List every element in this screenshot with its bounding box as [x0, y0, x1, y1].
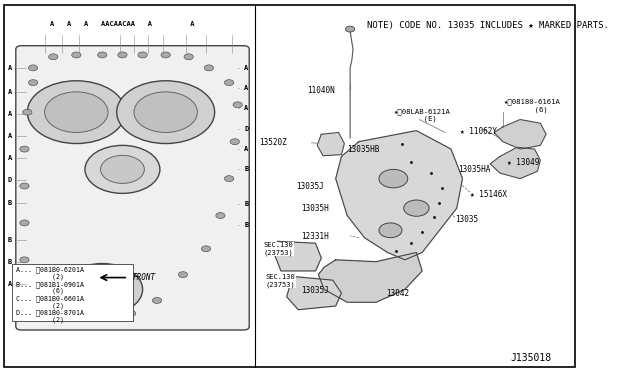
Polygon shape [319, 253, 422, 302]
Circle shape [49, 54, 58, 60]
Circle shape [76, 273, 128, 306]
Circle shape [379, 223, 402, 238]
Text: A: A [8, 133, 12, 139]
Circle shape [28, 80, 38, 86]
Circle shape [20, 146, 29, 152]
Text: B: B [244, 166, 248, 172]
Circle shape [233, 102, 243, 108]
Text: 13520Z: 13520Z [260, 138, 287, 147]
Text: D: D [244, 126, 248, 132]
Text: ★ 15146X: ★ 15146X [470, 190, 507, 199]
Circle shape [404, 200, 429, 216]
Circle shape [62, 263, 143, 315]
Circle shape [225, 80, 234, 86]
Text: B: B [244, 202, 248, 208]
Circle shape [46, 301, 55, 307]
Circle shape [100, 314, 109, 320]
Text: A   A   A   AACAACAA   A         A: A A A AACAACAA A A [50, 20, 195, 26]
Circle shape [20, 220, 29, 226]
Circle shape [230, 139, 239, 145]
Text: SEC.130
(23753): SEC.130 (23753) [264, 242, 293, 256]
Polygon shape [490, 147, 540, 179]
Text: (6): (6) [16, 288, 64, 295]
Text: ★ 11062Y: ★ 11062Y [460, 127, 497, 136]
Circle shape [134, 92, 197, 132]
Text: A: A [244, 85, 248, 91]
Circle shape [216, 212, 225, 218]
Text: 11040N: 11040N [307, 86, 335, 94]
Polygon shape [317, 132, 344, 156]
Text: B: B [8, 237, 12, 243]
Text: B: B [244, 222, 248, 228]
Text: (2): (2) [16, 316, 64, 323]
Text: 13035HB: 13035HB [348, 145, 380, 154]
Circle shape [179, 272, 188, 278]
Circle shape [85, 145, 160, 193]
Text: B... Ⓓ081B1-0901A: B... Ⓓ081B1-0901A [16, 281, 84, 288]
Bar [12, 263, 133, 321]
Text: B: B [8, 200, 12, 206]
Text: 12331H: 12331H [301, 232, 329, 241]
Text: 13035H: 13035H [301, 203, 329, 213]
Circle shape [204, 65, 214, 71]
FancyBboxPatch shape [16, 46, 249, 330]
Text: (2): (2) [16, 274, 64, 280]
Circle shape [379, 169, 408, 188]
Circle shape [225, 176, 234, 182]
Text: A: A [244, 106, 248, 112]
Circle shape [72, 52, 81, 58]
Circle shape [98, 52, 107, 58]
Circle shape [20, 257, 29, 263]
Polygon shape [275, 241, 321, 271]
Circle shape [20, 183, 29, 189]
Text: A: A [8, 65, 12, 71]
Text: ★ 13049: ★ 13049 [508, 157, 540, 167]
Circle shape [127, 310, 136, 316]
Text: D... Ⓓ081B0-8701A: D... Ⓓ081B0-8701A [16, 309, 84, 315]
Text: A: A [8, 89, 12, 95]
Polygon shape [494, 119, 546, 149]
Text: NOTE) CODE NO. 13035 INCLUDES ★ MARKED PARTS.: NOTE) CODE NO. 13035 INCLUDES ★ MARKED P… [367, 21, 609, 30]
Text: A: A [8, 111, 12, 117]
Circle shape [346, 26, 355, 32]
Text: B: B [8, 259, 12, 265]
Text: 13035J: 13035J [296, 182, 324, 191]
Text: 13035: 13035 [455, 215, 478, 224]
Circle shape [45, 92, 108, 132]
Circle shape [116, 81, 214, 144]
Circle shape [28, 65, 38, 71]
Text: 13042: 13042 [387, 289, 410, 298]
Circle shape [202, 246, 211, 252]
Circle shape [28, 286, 38, 292]
Circle shape [152, 298, 162, 304]
Circle shape [161, 52, 170, 58]
Text: FRONT: FRONT [132, 273, 156, 282]
Text: ★Ⓓ08LAB-6121A
       (E): ★Ⓓ08LAB-6121A (E) [394, 108, 450, 122]
Text: 13035J: 13035J [301, 286, 329, 295]
Text: (2): (2) [16, 302, 64, 308]
Polygon shape [336, 131, 463, 260]
Text: A: A [8, 155, 12, 161]
Circle shape [184, 54, 193, 60]
Circle shape [28, 81, 125, 144]
Circle shape [72, 310, 81, 316]
Text: A: A [244, 146, 248, 152]
Text: SEC.130
(23753): SEC.130 (23753) [266, 274, 295, 288]
Circle shape [100, 155, 145, 183]
Text: 13035HA: 13035HA [458, 165, 490, 174]
Text: A: A [244, 65, 248, 71]
Text: D: D [8, 177, 12, 183]
Text: C... Ⓓ081B0-6601A: C... Ⓓ081B0-6601A [16, 295, 84, 302]
Circle shape [118, 52, 127, 58]
Circle shape [138, 52, 147, 58]
Text: ★Ⓓ08180-6161A
       (6): ★Ⓓ08180-6161A (6) [504, 99, 561, 113]
Polygon shape [287, 276, 342, 310]
Text: A: A [8, 281, 12, 287]
Circle shape [22, 109, 32, 115]
Text: J135018: J135018 [511, 353, 552, 363]
Text: A... Ⓓ081B0-6201A: A... Ⓓ081B0-6201A [16, 267, 84, 273]
